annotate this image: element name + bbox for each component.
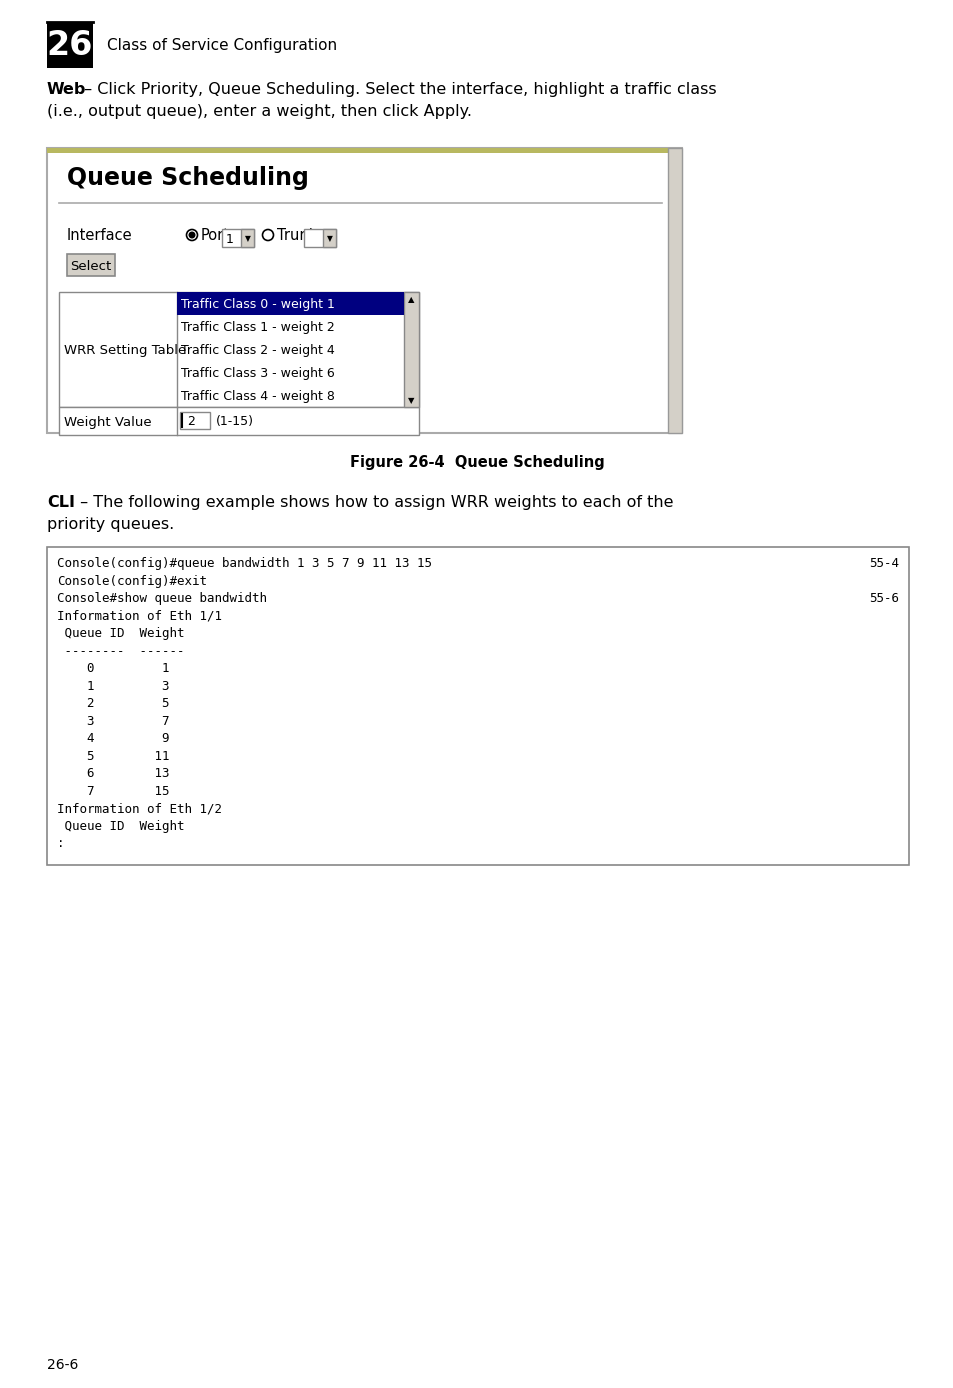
Text: ▼: ▼: [244, 235, 251, 243]
Text: 3         7: 3 7: [57, 715, 170, 727]
Text: 7        15: 7 15: [57, 784, 170, 798]
Text: Queue Scheduling: Queue Scheduling: [67, 167, 309, 190]
Text: --------  ------: -------- ------: [57, 644, 184, 658]
Text: 26-6: 26-6: [47, 1357, 78, 1371]
Text: 5        11: 5 11: [57, 750, 170, 762]
Text: Figure 26-4  Queue Scheduling: Figure 26-4 Queue Scheduling: [349, 455, 604, 471]
Bar: [67, 254, 115, 276]
Text: Trunk: Trunk: [276, 228, 317, 243]
Bar: [403, 291, 418, 407]
Bar: [241, 229, 253, 247]
Text: Interface: Interface: [67, 228, 132, 243]
Text: ▲: ▲: [408, 296, 415, 304]
Text: priority queues.: priority queues.: [47, 516, 174, 532]
Text: 0         1: 0 1: [57, 662, 170, 675]
Bar: [323, 229, 335, 247]
Text: (1-15): (1-15): [215, 415, 253, 428]
Text: WRR Setting Table: WRR Setting Table: [64, 344, 186, 357]
Text: CLI: CLI: [47, 496, 75, 509]
Bar: [304, 229, 335, 247]
Text: 55-6: 55-6: [868, 593, 898, 605]
Text: Traffic Class 2 - weight 4: Traffic Class 2 - weight 4: [181, 344, 335, 357]
Text: Traffic Class 1 - weight 2: Traffic Class 1 - weight 2: [181, 321, 335, 335]
Text: 2: 2: [187, 415, 194, 428]
Text: – Click Priority, Queue Scheduling. Select the interface, highlight a traffic cl: – Click Priority, Queue Scheduling. Sele…: [79, 82, 716, 97]
Text: – The following example shows how to assign WRR weights to each of the: – The following example shows how to ass…: [75, 496, 673, 509]
Text: Console(config)#exit: Console(config)#exit: [57, 575, 207, 587]
Bar: [180, 412, 210, 429]
Bar: [47, 149, 681, 153]
Text: :: :: [57, 837, 65, 849]
Text: Traffic Class 3 - weight 6: Traffic Class 3 - weight 6: [181, 366, 335, 380]
Text: Select: Select: [71, 260, 112, 272]
Text: ▼: ▼: [408, 397, 415, 405]
Text: Console(config)#queue bandwidth 1 3 5 7 9 11 13 15: Console(config)#queue bandwidth 1 3 5 7 …: [57, 557, 432, 570]
Text: 2         5: 2 5: [57, 697, 170, 711]
Bar: [47, 22, 92, 68]
Bar: [59, 291, 418, 407]
Text: 1         3: 1 3: [57, 680, 170, 693]
Circle shape: [189, 232, 194, 237]
Text: 4         9: 4 9: [57, 731, 170, 745]
Bar: [222, 229, 253, 247]
Bar: [47, 547, 908, 865]
Text: 55-4: 55-4: [868, 557, 898, 570]
Text: Queue ID  Weight: Queue ID Weight: [57, 819, 184, 833]
Text: Information of Eth 1/1: Information of Eth 1/1: [57, 609, 222, 622]
Text: 6        13: 6 13: [57, 768, 170, 780]
Text: 1: 1: [226, 233, 233, 246]
Text: Queue ID  Weight: Queue ID Weight: [57, 627, 184, 640]
Text: Class of Service Configuration: Class of Service Configuration: [107, 37, 336, 53]
Text: Traffic Class 0 - weight 1: Traffic Class 0 - weight 1: [181, 298, 335, 311]
Bar: [667, 149, 681, 433]
Text: Information of Eth 1/2: Information of Eth 1/2: [57, 802, 222, 815]
Text: Web: Web: [47, 82, 87, 97]
Text: Traffic Class 4 - weight 8: Traffic Class 4 - weight 8: [181, 390, 335, 403]
Bar: [177, 291, 403, 315]
Text: Weight Value: Weight Value: [64, 415, 152, 429]
Text: ▼: ▼: [326, 235, 332, 243]
Text: 26: 26: [47, 29, 93, 61]
Text: (i.e., output queue), enter a weight, then click Apply.: (i.e., output queue), enter a weight, th…: [47, 104, 472, 119]
Text: Port: Port: [201, 228, 230, 243]
Text: Console#show queue bandwidth: Console#show queue bandwidth: [57, 593, 267, 605]
Bar: [47, 149, 681, 433]
Bar: [59, 407, 418, 434]
